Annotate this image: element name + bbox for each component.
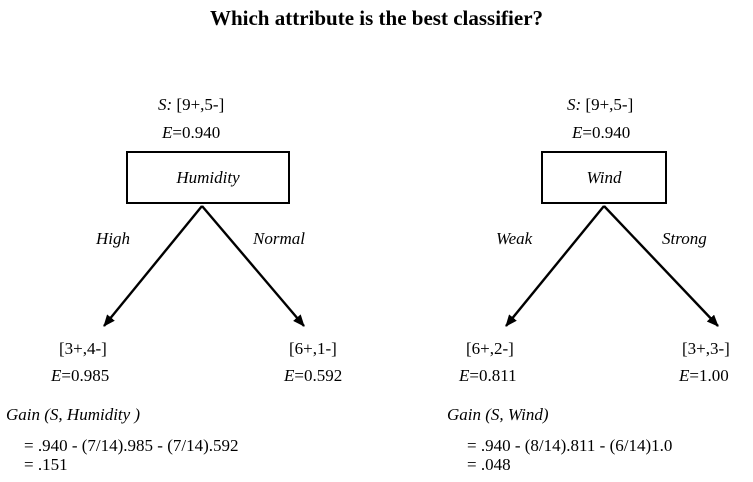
left-leaf-high-entropy: E=0.985 [51,366,110,385]
left-gain-formula: = .940 - (7/14).985 - (7/14).592 [24,436,239,455]
left-root-entropy: E=0.940 [162,123,221,142]
left-root-s: S: [9+,5-] [158,95,225,114]
branch-label-weak: Weak [496,229,533,248]
edge-wind-weak [505,205,605,327]
right-gain-formula: = .940 - (8/14).811 - (6/14)1.0 [467,436,673,455]
page-title: Which attribute is the best classifier? [209,6,544,30]
left-gain-result: = .151 [24,455,68,474]
right-root-entropy: E=0.940 [572,123,631,142]
right-root-s: S: [9+,5-] [567,95,634,114]
edge-wind-strong [603,205,719,327]
humidity-node: Humidity [126,151,290,204]
right-gain-label: Gain (S, Wind) [447,405,549,424]
left-leaf-normal-entropy: E=0.592 [284,366,343,385]
right-leaf-weak-entropy: E=0.811 [459,366,517,385]
left-leaf-normal-counts: [6+,1-] [289,339,337,358]
right-leaf-strong-counts: [3+,3-] [682,339,730,358]
right-gain-result: = .048 [467,455,511,474]
right-leaf-strong-entropy: E=1.00 [679,366,729,385]
branch-label-high: High [96,229,130,248]
edge-humidity-high [103,205,203,327]
left-leaf-high-counts: [3+,4-] [59,339,107,358]
left-gain-label: Gain (S, Humidity ) [6,405,141,424]
wind-node: Wind [541,151,667,204]
branch-label-normal: Normal [253,229,305,248]
branch-label-strong: Strong [662,229,707,248]
edge-humidity-normal [201,205,305,327]
right-leaf-weak-counts: [6+,2-] [466,339,514,358]
